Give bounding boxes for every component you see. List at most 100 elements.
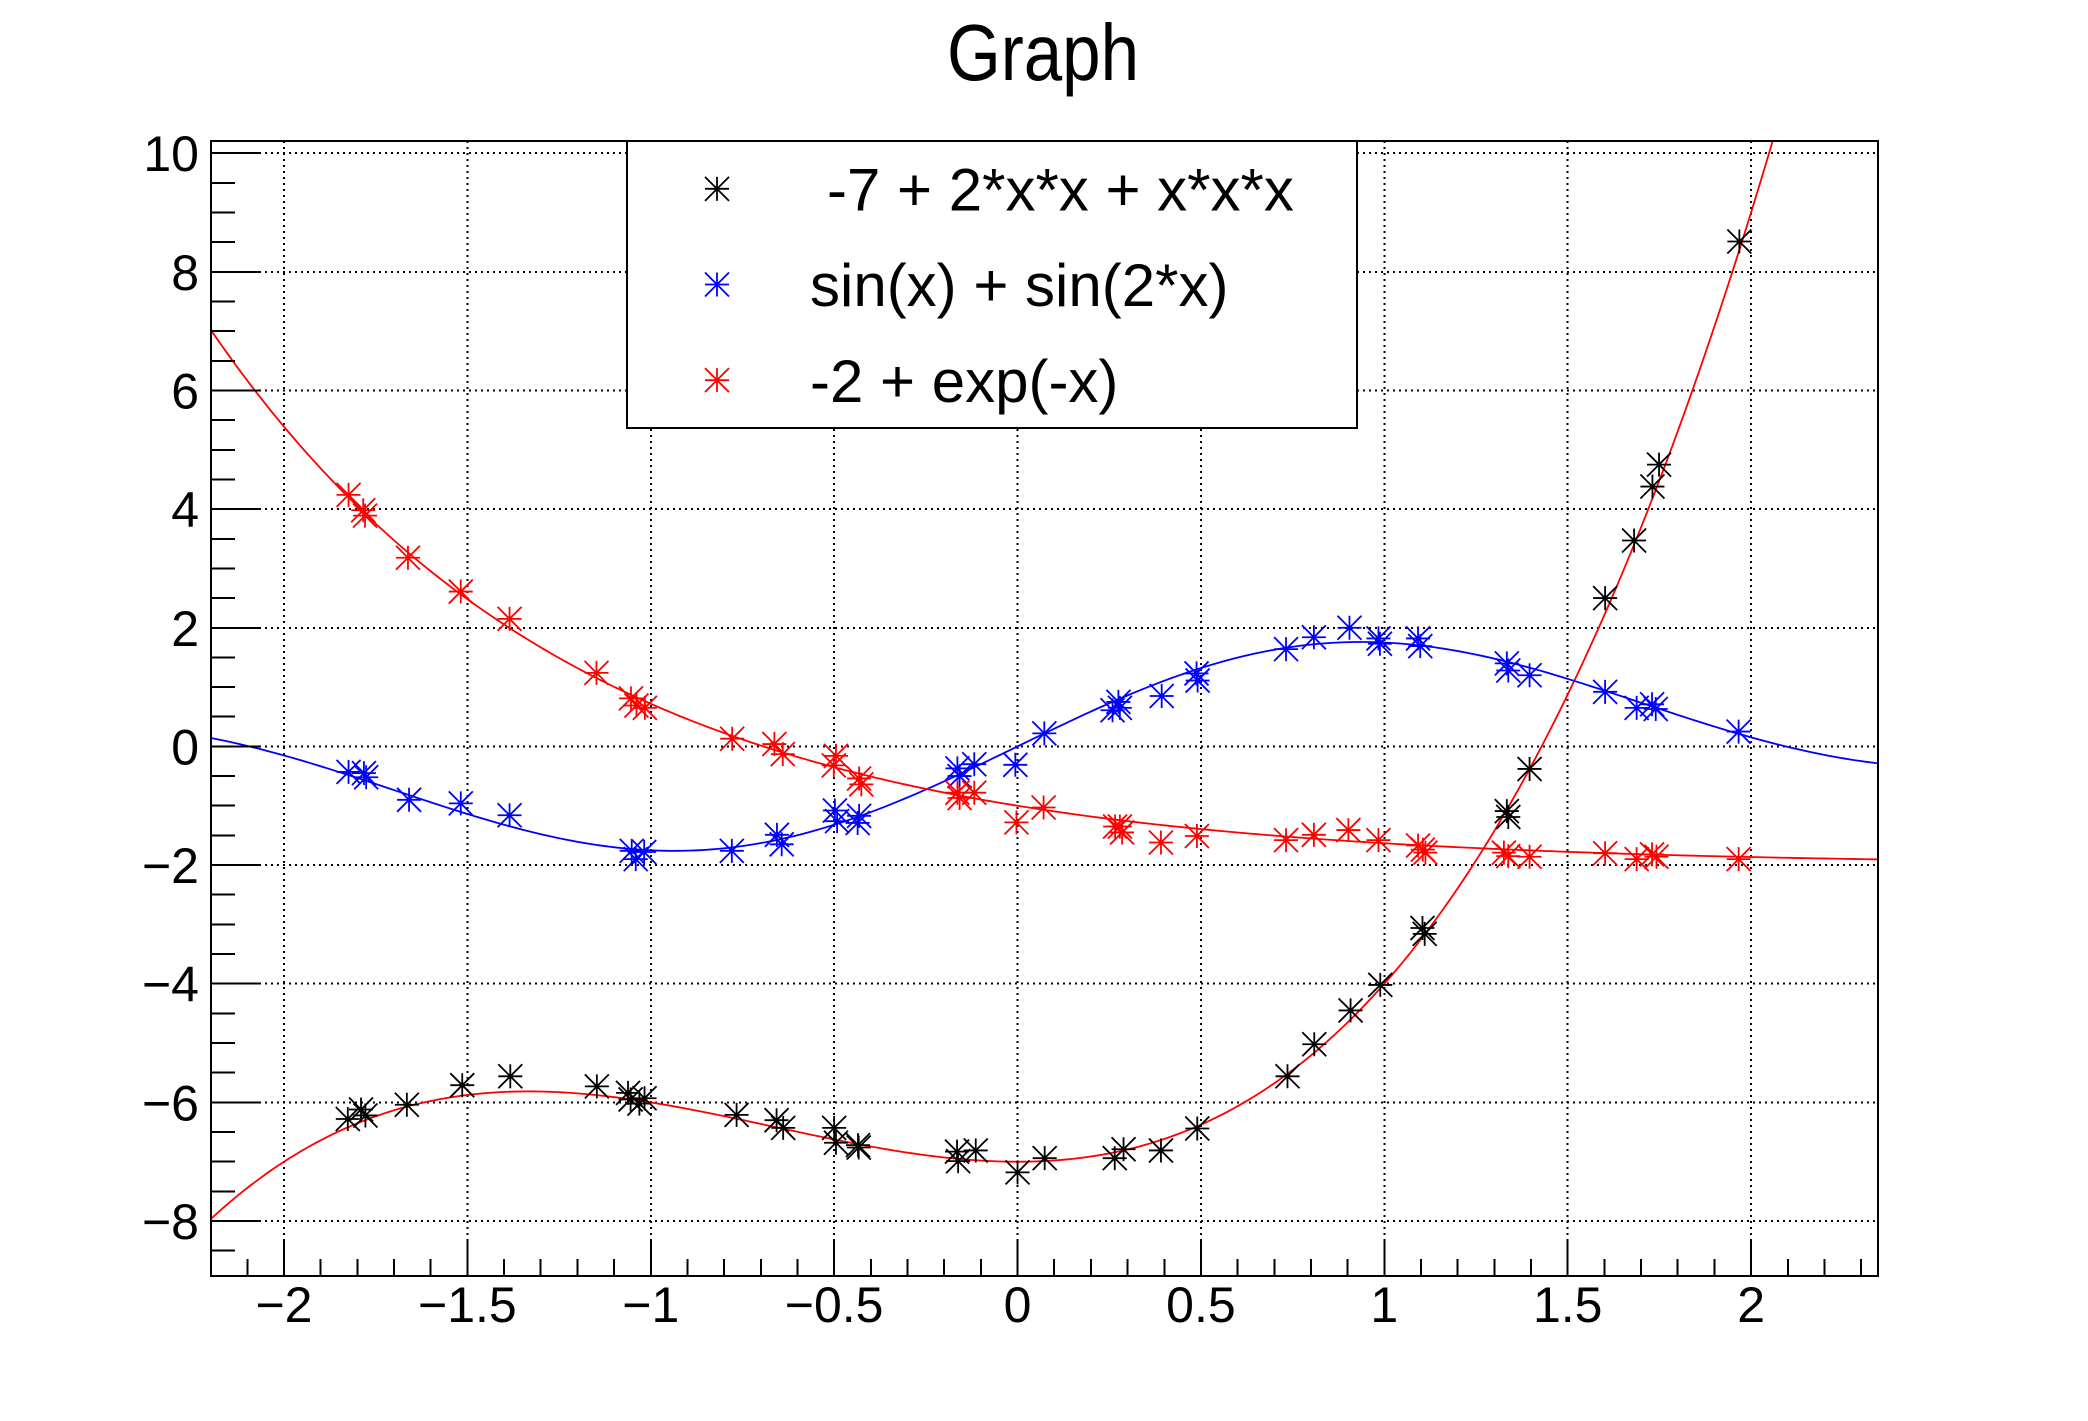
data-point-marker bbox=[352, 502, 378, 529]
data-point-marker bbox=[1405, 625, 1431, 652]
data-point-marker bbox=[583, 660, 610, 686]
legend-entry: sin(x) + sin(2*x) bbox=[704, 252, 1228, 319]
data-point-marker bbox=[1107, 813, 1133, 840]
data-point-marker bbox=[824, 808, 850, 834]
data-point-marker bbox=[353, 764, 379, 790]
data-point-marker bbox=[1002, 752, 1028, 778]
data-point-marker bbox=[1407, 633, 1433, 659]
data-point-marker bbox=[1110, 1136, 1137, 1162]
legend-marker-asterisk bbox=[704, 176, 730, 202]
data-point-marker bbox=[394, 1092, 420, 1118]
y-tick-label: −2 bbox=[142, 838, 199, 894]
data-point-marker bbox=[1412, 921, 1438, 947]
data-point-marker bbox=[1184, 667, 1211, 694]
data-point-marker bbox=[846, 803, 872, 829]
data-point-marker bbox=[335, 482, 362, 508]
data-point-marker bbox=[619, 838, 645, 864]
x-tick-label: 1.5 bbox=[1533, 1277, 1603, 1333]
data-point-marker bbox=[1183, 660, 1210, 687]
data-point-marker bbox=[1624, 695, 1650, 721]
data-point-marker bbox=[770, 1115, 796, 1141]
data-point-marker bbox=[1726, 228, 1752, 255]
data-point-marker bbox=[822, 797, 848, 824]
data-point-marker bbox=[1592, 585, 1618, 611]
legend-marker-asterisk bbox=[704, 271, 730, 298]
axis-tick-labels: −2 −1.5 −1 −0.5 0 0.5 1 1.5 2 −8 −6 −4 −2 0 2 4 6 8 10 bbox=[142, 126, 1765, 1333]
data-point-marker bbox=[351, 760, 377, 786]
data-point-marker bbox=[1516, 756, 1543, 782]
data-point-marker bbox=[1107, 695, 1133, 721]
x-tick-label: 0 bbox=[1004, 1277, 1032, 1333]
data-point-marker bbox=[1365, 625, 1392, 652]
data-point-marker bbox=[449, 1072, 475, 1098]
y-tick-label: 0 bbox=[171, 719, 199, 775]
series-markers-1 bbox=[335, 615, 1752, 872]
data-point-marker bbox=[1409, 915, 1436, 941]
data-point-marker bbox=[963, 1137, 989, 1164]
data-point-marker bbox=[1643, 844, 1670, 870]
data-point-marker bbox=[1273, 636, 1299, 662]
legend: -7 + 2*x*x + x*x*x sin(x) + sin(2*x) -2 + … bbox=[626, 140, 1358, 429]
data-point-marker bbox=[497, 1063, 523, 1089]
data-point-marker bbox=[632, 695, 658, 721]
data-point-marker bbox=[1725, 846, 1752, 872]
x-tick-label: −0.5 bbox=[785, 1277, 884, 1333]
series-markers-0 bbox=[335, 228, 1752, 1186]
data-point-marker bbox=[945, 1148, 971, 1174]
data-point-marker bbox=[1109, 819, 1135, 846]
data-point-marker bbox=[1184, 823, 1210, 849]
data-point-marker bbox=[823, 1130, 849, 1156]
data-point-marker bbox=[1004, 1159, 1031, 1186]
x-tick-label: −2 bbox=[255, 1277, 312, 1333]
y-tick-label: 8 bbox=[171, 245, 199, 301]
data-point-marker bbox=[961, 780, 987, 806]
data-point-marker bbox=[946, 785, 973, 811]
data-point-marker bbox=[618, 685, 644, 711]
data-point-marker bbox=[1149, 683, 1175, 709]
data-point-marker bbox=[350, 497, 376, 523]
chart-title: Graph bbox=[947, 8, 1139, 97]
data-point-marker bbox=[1624, 846, 1650, 872]
data-point-marker bbox=[1105, 689, 1132, 715]
data-point-marker bbox=[335, 1106, 361, 1132]
data-points bbox=[335, 228, 1752, 1186]
y-tick-label: 6 bbox=[171, 363, 199, 419]
x-tick-label: 0.5 bbox=[1166, 1277, 1236, 1333]
data-point-marker bbox=[1301, 822, 1327, 848]
data-point-marker bbox=[1495, 657, 1521, 684]
data-point-marker bbox=[1301, 624, 1327, 650]
data-point-marker bbox=[944, 780, 971, 806]
y-tick-label: 10 bbox=[143, 126, 199, 182]
data-point-marker bbox=[1516, 844, 1543, 870]
data-point-marker bbox=[352, 1102, 379, 1129]
data-point-marker bbox=[719, 726, 745, 752]
data-point-marker bbox=[823, 743, 849, 769]
data-point-marker bbox=[821, 752, 847, 779]
data-point-marker bbox=[946, 763, 973, 789]
data-point-marker bbox=[1639, 473, 1666, 500]
y-tick-label: −4 bbox=[142, 957, 199, 1013]
data-point-marker bbox=[448, 578, 474, 605]
data-point-marker bbox=[1646, 451, 1672, 478]
data-point-marker bbox=[1274, 1063, 1301, 1089]
data-point-marker bbox=[496, 606, 523, 632]
data-point-marker bbox=[1301, 1031, 1327, 1057]
data-point-marker bbox=[1148, 829, 1174, 856]
data-point-marker bbox=[1495, 804, 1521, 830]
data-point-marker bbox=[1494, 798, 1520, 824]
x-tick-label: −1.5 bbox=[418, 1277, 517, 1333]
legend-entry: -7 + 2*x*x + x*x*x bbox=[704, 156, 1294, 223]
data-point-marker bbox=[1337, 997, 1364, 1024]
data-point-marker bbox=[1003, 809, 1030, 835]
data-point-marker bbox=[1725, 718, 1752, 745]
data-point-marker bbox=[719, 838, 745, 864]
legend-marker-asterisk bbox=[704, 367, 730, 393]
x-tick-label: 2 bbox=[1737, 1277, 1765, 1333]
data-point-marker bbox=[761, 731, 788, 757]
data-point-marker bbox=[944, 1139, 970, 1165]
y-tick-label: 4 bbox=[171, 482, 199, 538]
data-point-marker bbox=[846, 1134, 872, 1161]
legend-label: -7 + 2*x*x + x*x*x bbox=[827, 156, 1294, 223]
data-point-marker bbox=[1621, 527, 1647, 554]
